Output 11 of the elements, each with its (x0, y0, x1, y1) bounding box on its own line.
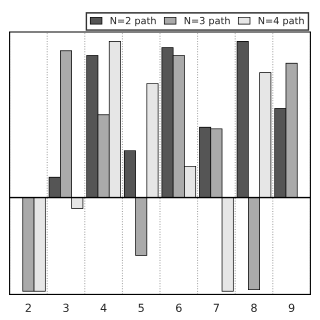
legend-label: N=3 path (184, 16, 230, 26)
x-tick-label: 5 (138, 304, 144, 312)
x-tick-label: 2 (26, 304, 31, 312)
x-tick-label: 9 (288, 304, 294, 312)
x-tick-label: 6 (176, 304, 182, 312)
x-tick-label: 7 (214, 304, 219, 312)
legend-label: N=4 path (258, 16, 304, 26)
x-tick-label: 3 (63, 304, 69, 312)
legend-label: N=2 path (110, 16, 156, 26)
x-tick-label: 4 (100, 304, 107, 312)
x-tick-label: 8 (251, 304, 257, 312)
